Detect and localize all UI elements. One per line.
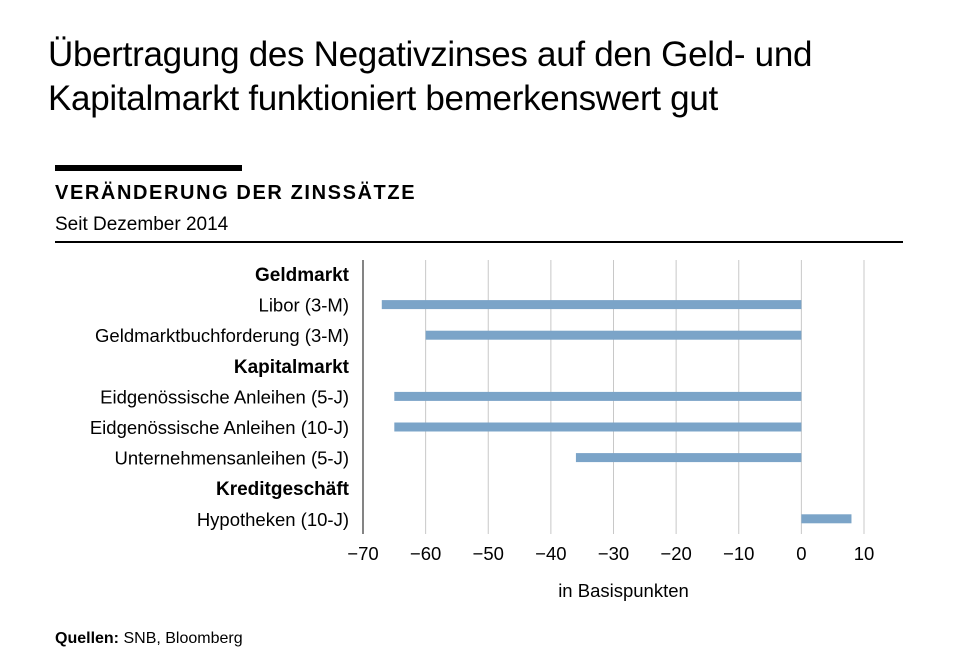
category-label: Hypotheken (10-J): [197, 509, 349, 530]
headline: Übertragung des Negativzinses auf den Ge…: [48, 35, 813, 118]
bar: [394, 422, 802, 432]
header-rule: [55, 241, 903, 243]
x-tick-label: −60: [410, 543, 441, 564]
x-axis-label: in Basispunkten: [558, 580, 689, 601]
x-tick-label: 0: [796, 543, 806, 564]
bar: [801, 514, 852, 524]
group-label: Kreditgeschäft: [216, 479, 350, 500]
bar: [575, 453, 802, 463]
source-note: Quellen: SNB, Bloomberg: [55, 630, 243, 648]
group-label: Kapitalmarkt: [234, 357, 350, 378]
group-label: Geldmarkt: [255, 265, 350, 286]
x-tick-label: −10: [723, 543, 754, 564]
chart-title: VERÄNDERUNG DER ZINSSÄTZE: [55, 182, 417, 204]
x-tick-label: −70: [347, 543, 378, 564]
category-label: Eidgenössische Anleihen (10-J): [90, 417, 349, 438]
category-label: Geldmarktbuchforderung (3-M): [95, 325, 349, 346]
x-tick-label: −20: [660, 543, 691, 564]
bar: [425, 330, 802, 340]
category-label: Eidgenössische Anleihen (5-J): [100, 386, 349, 407]
x-tick-label: 10: [854, 543, 875, 564]
category-label: Libor (3-M): [259, 295, 349, 316]
chart-subtitle: Seit Dezember 2014: [55, 214, 229, 235]
x-tick-label: −30: [598, 543, 629, 564]
x-tick-label: −40: [535, 543, 566, 564]
category-label: Unternehmensanleihen (5-J): [115, 448, 349, 469]
x-tick-label: −50: [473, 543, 504, 564]
bar-chart: Geldmarkt Libor (3-M) Geldmarktbuchforderu…: [90, 260, 875, 601]
accent-bar: [55, 165, 242, 171]
source-text: SNB, Bloomberg: [119, 630, 243, 647]
bar: [394, 391, 802, 401]
source-label: Quellen:: [55, 630, 120, 647]
bar: [381, 300, 802, 310]
